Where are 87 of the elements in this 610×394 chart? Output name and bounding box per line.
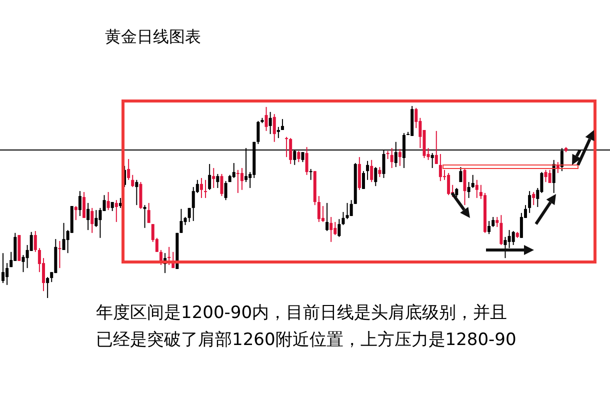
candlestick <box>321 206 324 222</box>
candlestick <box>240 168 244 190</box>
candlestick <box>2 252 4 284</box>
candlestick <box>192 186 195 222</box>
candlestick <box>309 168 312 180</box>
candlestick <box>264 106 268 132</box>
candlestick <box>496 216 499 228</box>
candlestick <box>58 240 62 269</box>
chart-title: 黄金日线图表 <box>105 27 201 46</box>
candlestick <box>131 174 134 188</box>
candlestick <box>532 192 536 206</box>
candlestick <box>216 173 220 188</box>
candlestick <box>46 276 50 298</box>
candlestick <box>272 114 276 142</box>
candlestick <box>147 202 150 224</box>
candlestick <box>492 216 495 228</box>
candlestick <box>378 166 382 178</box>
candlestick <box>342 211 345 226</box>
candlestick <box>370 159 374 183</box>
candlestick <box>236 169 240 194</box>
candlestick <box>110 202 114 212</box>
candlestick <box>528 190 532 214</box>
candlestick <box>188 207 191 222</box>
candlestick <box>508 230 511 249</box>
candlestick <box>520 212 523 238</box>
candlestick <box>434 130 438 164</box>
candlestick <box>289 138 292 164</box>
candlestick <box>62 222 66 250</box>
candlestick <box>459 166 462 183</box>
candlestick <box>438 154 442 182</box>
candlestick <box>208 163 212 190</box>
candlestick <box>200 178 203 198</box>
candlestick <box>256 120 260 145</box>
candlestick <box>204 179 208 198</box>
text: 已经是突破了肩部1260附近位置，上方压力是1280-90 <box>96 330 516 350</box>
candlestick <box>135 179 138 206</box>
candlestick <box>180 208 183 234</box>
candlestick <box>390 148 394 169</box>
candlestick <box>6 262 9 286</box>
candlestick <box>358 156 361 190</box>
candlestick <box>22 254 25 273</box>
candlestick <box>268 111 272 135</box>
candlestick <box>504 236 507 259</box>
candlestick <box>224 180 228 201</box>
candlestick <box>34 230 37 252</box>
candlestick <box>94 210 98 228</box>
candlestick <box>317 196 320 222</box>
candlestick <box>488 220 491 235</box>
candlestick <box>338 218 341 238</box>
candlestick <box>447 172 450 196</box>
candlestick <box>297 150 300 163</box>
candlestick <box>475 179 478 198</box>
candlestick <box>398 148 402 166</box>
candlestick <box>346 202 349 220</box>
candlestick <box>366 160 370 180</box>
candlestick <box>86 202 90 231</box>
candlestick <box>78 190 82 217</box>
candlestick <box>90 207 94 234</box>
candlestick <box>232 162 236 178</box>
candlestick <box>143 204 146 228</box>
candlestick <box>471 174 474 188</box>
candlestick <box>127 158 130 180</box>
candlestick <box>139 182 142 210</box>
candlestick <box>500 214 503 246</box>
candlestick <box>548 169 552 184</box>
candlestick <box>544 169 548 183</box>
candlestick <box>463 168 466 206</box>
candlestick <box>430 152 434 169</box>
candlestick <box>362 170 365 190</box>
candlestick <box>305 146 308 176</box>
candlestick <box>374 166 378 187</box>
candlestick <box>350 200 353 217</box>
candlestick <box>82 192 86 218</box>
candlestick <box>106 192 110 211</box>
candlestick <box>330 216 333 242</box>
candlestick <box>74 206 78 221</box>
candlestick <box>512 230 515 246</box>
candlestick <box>334 221 337 236</box>
candlestick <box>455 187 458 198</box>
candlestick <box>276 126 280 139</box>
candlestick <box>326 202 329 232</box>
candlestick <box>467 182 470 198</box>
candlestick <box>114 200 118 222</box>
text: 年度区间是1200-90内，目前日线是头肩底级别，并且 <box>96 303 508 323</box>
candlestick <box>220 173 224 197</box>
candlestick <box>285 136 288 158</box>
candlestick <box>212 168 216 188</box>
